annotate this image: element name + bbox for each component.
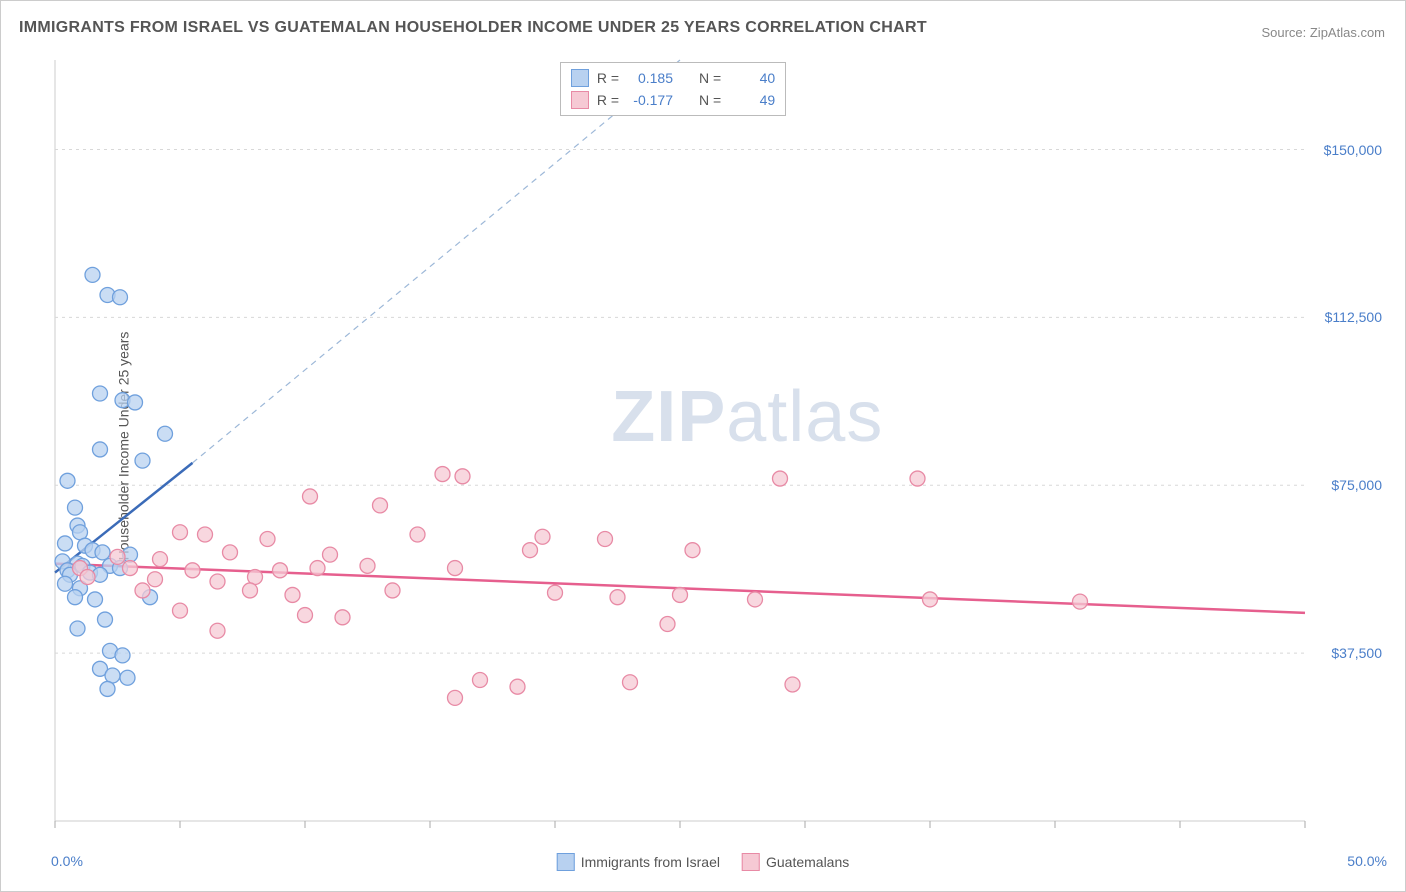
- stats-swatch-1: [571, 69, 589, 87]
- bottom-legend: Immigrants from Israel Guatemalans: [557, 853, 850, 871]
- x-axis-min-label: 0.0%: [51, 853, 83, 869]
- n-label: N =: [699, 89, 721, 111]
- scatter-plot: [51, 56, 1390, 841]
- stats-row-series-1: R = 0.185 N = 40: [571, 67, 775, 89]
- y-tick-label: $37,500: [1331, 645, 1382, 661]
- y-tick-label: $112,500: [1325, 309, 1382, 325]
- legend-label-2: Guatemalans: [766, 854, 849, 870]
- legend-label-1: Immigrants from Israel: [581, 854, 720, 870]
- source-label: Source: ZipAtlas.com: [1261, 25, 1385, 40]
- legend-swatch-2: [742, 853, 760, 871]
- legend-swatch-1: [557, 853, 575, 871]
- stats-swatch-2: [571, 91, 589, 109]
- stats-row-series-2: R = -0.177 N = 49: [571, 89, 775, 111]
- chart-container: IMMIGRANTS FROM ISRAEL VS GUATEMALAN HOU…: [0, 0, 1406, 892]
- chart-area: ZIPatlas R = 0.185 N = 40 R = -0.177 N =…: [51, 56, 1390, 841]
- chart-title: IMMIGRANTS FROM ISRAEL VS GUATEMALAN HOU…: [19, 19, 927, 37]
- y-tick-label: $75,000: [1331, 477, 1382, 493]
- r-value-1: 0.185: [627, 67, 673, 89]
- correlation-stats-box: R = 0.185 N = 40 R = -0.177 N = 49: [560, 62, 786, 116]
- legend-item-1: Immigrants from Israel: [557, 853, 720, 871]
- r-label: R =: [597, 67, 619, 89]
- legend-item-2: Guatemalans: [742, 853, 849, 871]
- n-value-2: 49: [729, 89, 775, 111]
- r-value-2: -0.177: [627, 89, 673, 111]
- y-tick-label: $150,000: [1324, 142, 1382, 158]
- r-label: R =: [597, 89, 619, 111]
- x-axis-max-label: 50.0%: [1347, 853, 1387, 869]
- n-value-1: 40: [729, 67, 775, 89]
- n-label: N =: [699, 67, 721, 89]
